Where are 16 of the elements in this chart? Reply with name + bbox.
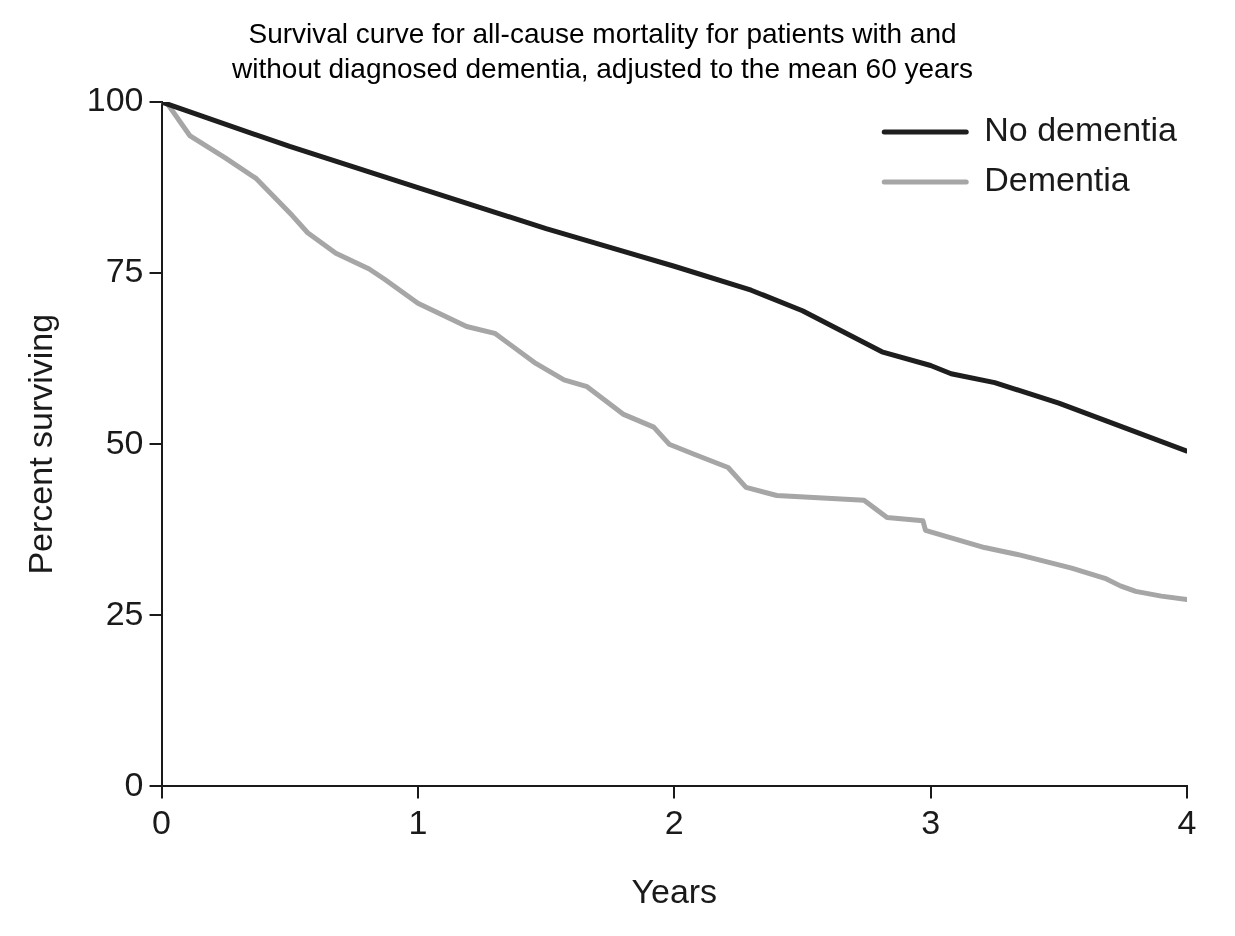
x-tick-label: 1 bbox=[408, 803, 428, 842]
y-tick-label: 75 bbox=[105, 251, 144, 290]
x-tick-label: 3 bbox=[921, 803, 941, 842]
y-tick-label: 0 bbox=[124, 764, 144, 803]
y-axis-title: Percent surviving bbox=[20, 313, 59, 575]
legend-label: No dementia bbox=[984, 110, 1178, 149]
y-tick-label: 50 bbox=[105, 422, 144, 461]
y-tick-label: 25 bbox=[105, 593, 144, 632]
legend-label: Dementia bbox=[984, 160, 1130, 199]
y-tick-label: 100 bbox=[86, 80, 144, 119]
text: Survival curve for all-cause mortality for patients with and bbox=[248, 18, 957, 50]
x-tick-label: 4 bbox=[1177, 803, 1197, 842]
x-axis-title: Years bbox=[631, 871, 718, 910]
x-tick-label: 0 bbox=[152, 803, 171, 842]
x-tick-label: 2 bbox=[664, 803, 684, 842]
text: without diagnosed dementia, adjusted to the mean 60 years bbox=[232, 53, 973, 85]
